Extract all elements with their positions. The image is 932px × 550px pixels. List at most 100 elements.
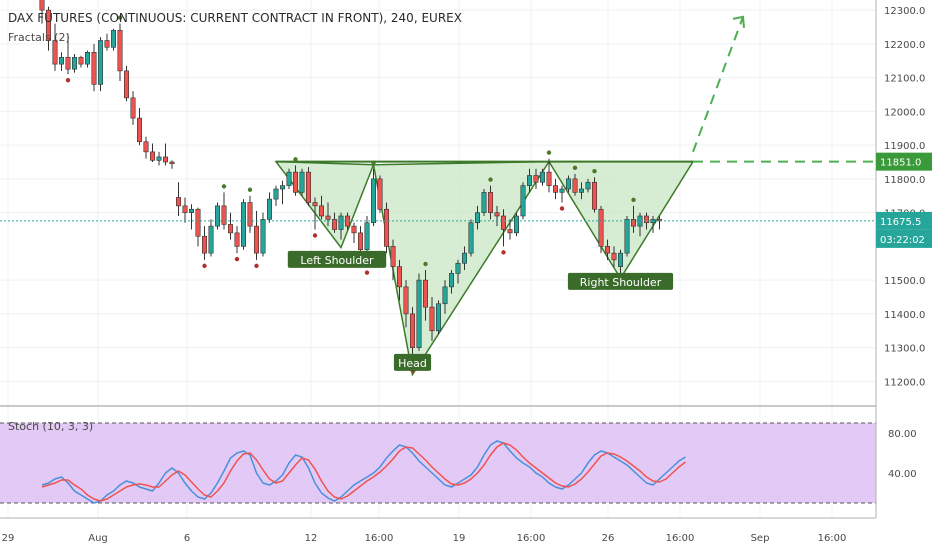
time-axis[interactable] [0,517,932,550]
pattern-label: Left Shoulder [287,250,387,268]
candle-body [318,205,324,217]
x-tick-label: 16:00 [818,533,847,544]
target-arrow-icon [732,15,745,28]
candle-body [72,57,78,70]
candle-body [65,57,71,70]
candle [241,199,247,250]
candle [481,189,487,216]
price-tag: 11851.0 [876,152,932,171]
pattern-labels: Left Shoulder Head Right Shoulder [287,250,674,371]
stoch-d-line [41,442,686,502]
candle [260,212,266,257]
candle [117,23,123,81]
candle [215,202,221,230]
candle-body [52,40,58,65]
candle-body [124,70,130,99]
candle-body [448,273,454,288]
stoch-tick-label: 40.00 [888,469,917,480]
candle-body [234,232,240,247]
candle [585,178,591,193]
price-tag: 11675.5 [876,211,932,230]
x-tick-label: Sep [751,533,770,544]
candle [416,273,422,351]
candle-body [156,156,162,161]
candle [494,205,500,227]
y-tick-label: 12300.0 [884,6,925,17]
candle [208,219,214,257]
candle [169,160,175,169]
candle [91,43,97,92]
candle [442,280,448,314]
candle-body [325,215,331,220]
price-tag-box [876,152,932,171]
candle [130,91,136,125]
candle [98,37,104,92]
candle-body [409,313,415,348]
target-arrow-line [692,16,744,153]
candle-body [195,208,201,237]
fractal-down-marker [501,250,506,255]
candle [513,212,519,237]
price-axis[interactable] [875,0,932,550]
candle-body [91,52,97,85]
candle-body [617,252,623,267]
y-tick-label: 11400.0 [884,310,925,321]
y-tick-label: 11900.0 [884,141,925,152]
y-tick-label: 11300.0 [884,344,925,355]
fractal-down-marker [234,256,240,262]
pattern-label-text: Head [398,357,427,370]
y-tick-label: 12200.0 [884,40,925,51]
indicator-label: Fractals (2) [8,31,70,44]
candle [370,168,376,227]
x-tick-label: 6 [184,533,190,544]
candle-body [630,219,636,227]
candle-body [221,205,227,225]
candle [266,192,272,223]
candle [163,143,169,166]
y-tick-label: 12100.0 [884,74,925,85]
candle [559,185,565,203]
candle-body [208,225,214,254]
pattern-label: Head [393,353,432,371]
candle [617,249,623,274]
price-tag-text: 03:22:02 [880,235,925,246]
candle [286,168,292,189]
candle-body [169,161,175,164]
candle [578,182,584,200]
pattern-label-text: Right Shoulder [580,276,662,289]
price-tag: 03:22:02 [876,229,932,248]
fractal-up-marker [488,177,493,182]
candle [546,158,552,193]
candle-body [611,252,617,261]
stoch-label: Stoch (10, 3, 3) [8,420,93,433]
y-tick-label: 11800.0 [884,175,925,186]
candle-body [215,205,221,227]
candle [461,246,467,270]
candle [390,239,396,281]
fractal-up-marker [247,187,253,192]
candle-body [513,215,519,234]
fractal-up-marker [423,261,428,267]
candle [539,168,545,186]
candle-body [299,171,305,193]
candle-body [604,246,610,254]
stoch-tick-label: 80.00 [888,429,917,440]
price-tag-text: 11675.5 [880,217,921,228]
candle-body [474,212,480,224]
fractal-up-marker [546,150,552,155]
candle [331,212,337,233]
candle [565,175,571,193]
candle [78,55,84,68]
candle-body [163,156,169,163]
candle [58,52,64,71]
candle-body [422,279,428,308]
candle [643,212,649,230]
candle-body [85,52,91,65]
candle-body [390,246,396,267]
candle-body [364,222,370,251]
fractal-down-marker [65,78,71,83]
y-tick-label: 11200.0 [884,377,925,388]
price-tag-text: 11851.0 [880,158,921,169]
candle-body [182,205,188,213]
candle-body [228,224,234,234]
